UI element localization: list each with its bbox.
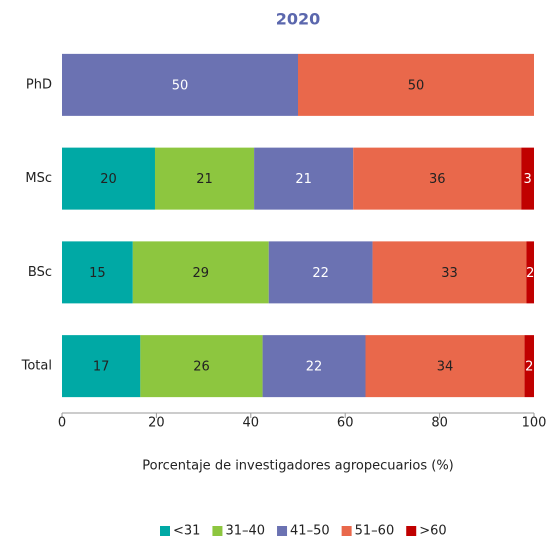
bar-segment [62, 147, 155, 210]
legend-label: <31 [173, 524, 200, 539]
x-tick-label: 0 [58, 416, 66, 431]
bar-segment [521, 147, 534, 210]
bar-segment [298, 53, 534, 116]
value-label: 26 [193, 360, 210, 375]
x-tick-label: 20 [148, 416, 165, 431]
bar-segment [62, 335, 141, 398]
x-axis-title: Porcentaje de investigadores agropecuari… [142, 459, 454, 474]
value-label: 36 [429, 172, 446, 187]
y-tick-label: BSc [28, 265, 52, 280]
value-label: 21 [295, 172, 312, 187]
bar-segment [372, 241, 527, 304]
legend-label: >60 [419, 524, 446, 539]
value-label: 2 [525, 360, 533, 375]
value-label: 2 [526, 266, 534, 281]
bar-segment [526, 241, 534, 304]
legend-swatch [160, 526, 170, 536]
bar-segment [365, 335, 525, 398]
value-label: 34 [437, 360, 454, 375]
value-label: 17 [93, 360, 110, 375]
bar-segment [154, 147, 255, 210]
legend-swatch [277, 526, 288, 536]
value-label: 3 [523, 172, 531, 187]
bar-segment [62, 53, 298, 116]
legend-label: 31–40 [225, 524, 265, 539]
bar-segment [268, 241, 373, 304]
x-tick-label: 100 [522, 416, 547, 431]
y-tick-label: Total [21, 359, 52, 374]
value-label: 33 [441, 266, 458, 281]
value-label: 15 [89, 266, 106, 281]
bar-segment [353, 147, 522, 210]
y-tick-label: MSc [25, 171, 52, 186]
value-label: 20 [100, 172, 117, 187]
value-label: 22 [312, 266, 329, 281]
bar-segment [254, 147, 354, 210]
chart-title: 2020 [276, 10, 321, 29]
value-label: 29 [192, 266, 209, 281]
legend-label: 41–50 [290, 524, 330, 539]
x-tick-label: 80 [431, 416, 448, 431]
y-tick-label: PhD [26, 77, 52, 92]
bar-segment [132, 241, 269, 304]
value-label: 22 [306, 360, 323, 375]
legend-swatch [341, 526, 352, 536]
value-label: 21 [196, 172, 213, 187]
legend-label: 51–60 [355, 524, 395, 539]
x-tick-label: 60 [337, 416, 354, 431]
bar-segment [262, 335, 366, 398]
value-label: 50 [408, 78, 425, 93]
legend-swatch [212, 526, 223, 536]
bar-segment [62, 241, 133, 304]
bar-segment [140, 335, 263, 398]
legend-swatch [406, 526, 417, 536]
x-tick-label: 40 [243, 416, 260, 431]
bar-segment [524, 335, 534, 398]
value-label: 50 [172, 78, 189, 93]
